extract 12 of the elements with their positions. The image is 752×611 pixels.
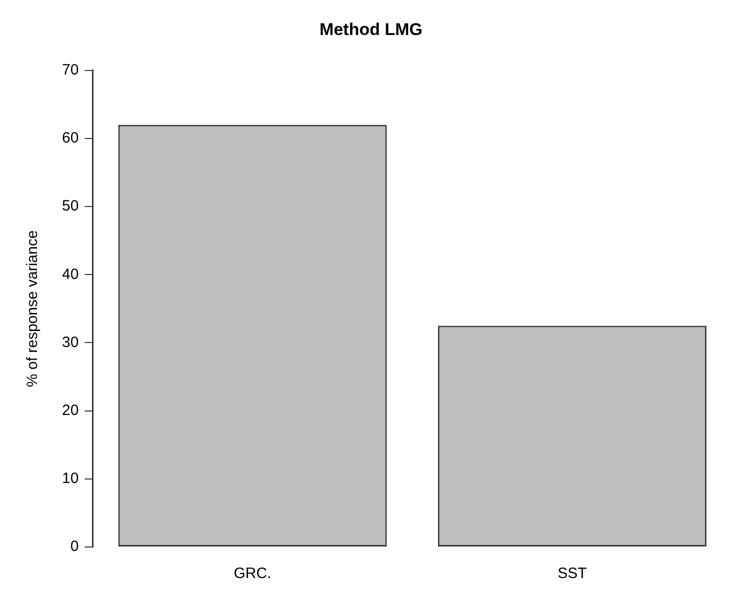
x-tick-label: SST [558, 565, 587, 582]
chart-title: Method LMG [320, 20, 422, 39]
y-tick-label: 60 [62, 130, 79, 147]
y-tick-label: 10 [62, 470, 79, 488]
y-tick-label: 0 [70, 538, 79, 556]
y-tick-label: 70 [62, 62, 79, 79]
x-tick-label: GRC. [234, 565, 272, 582]
y-tick-label: 50 [62, 198, 79, 215]
y-tick-label: 30 [62, 334, 79, 351]
y-axis-title: % of response variance [24, 230, 42, 388]
y-tick-label: 20 [62, 402, 79, 419]
y-tick-label: 40 [62, 266, 79, 283]
